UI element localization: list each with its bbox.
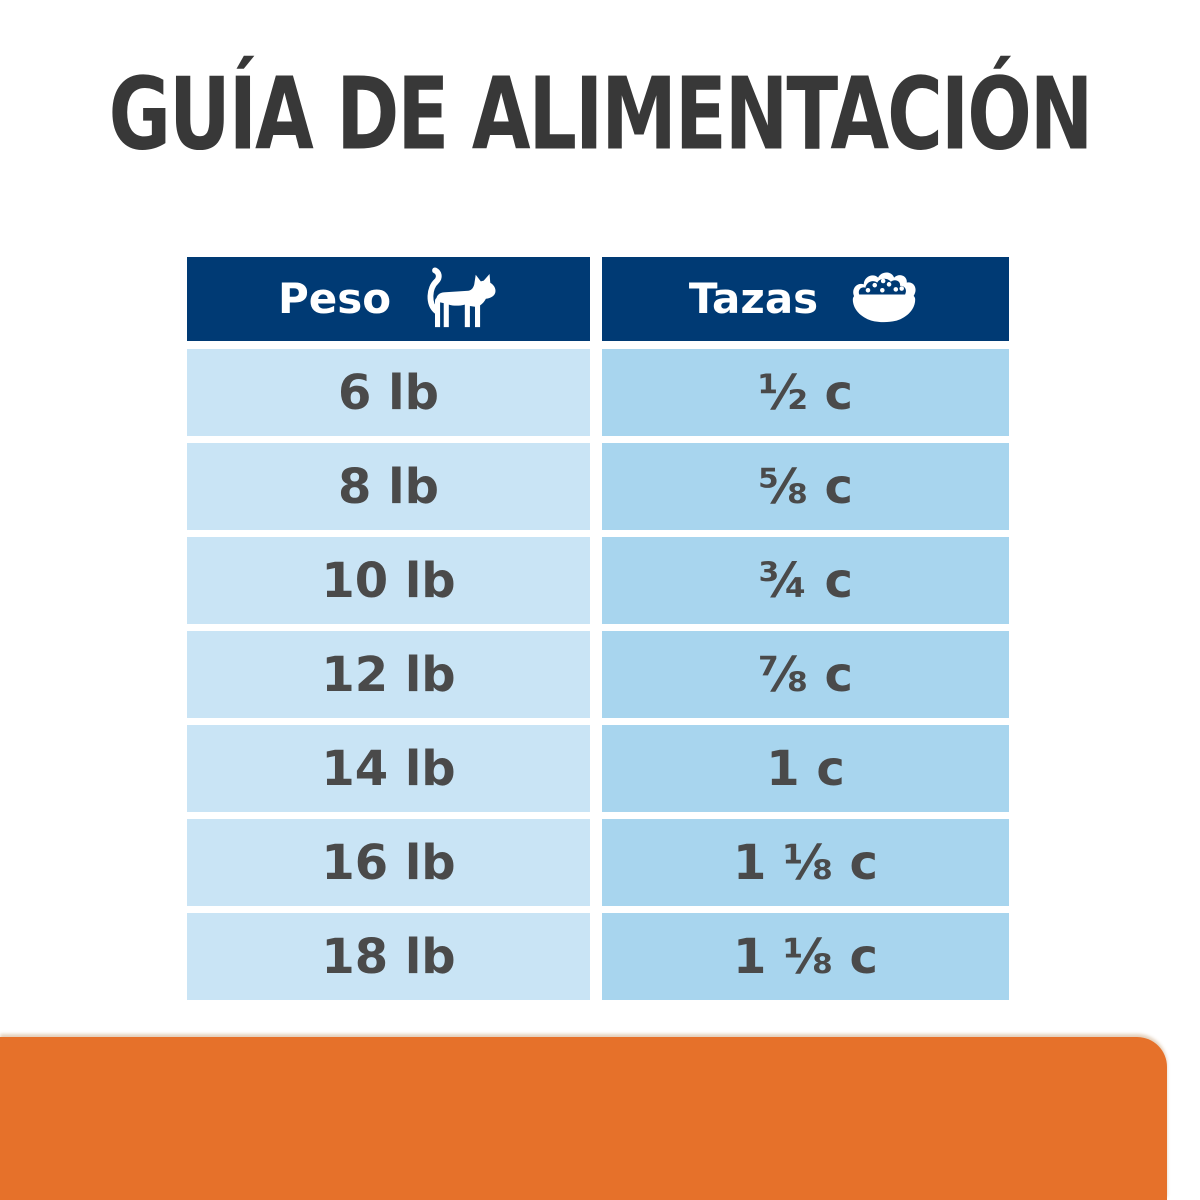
tazas-cell: 1 ⅛ c [602, 913, 1009, 1000]
tazas-cell: 1 c [602, 725, 1009, 812]
table-row: 8 lb ⅝ c [187, 443, 1009, 530]
tazas-cell: 1 ⅛ c [602, 819, 1009, 906]
cat-icon [427, 267, 496, 327]
tazas-cell: ⅞ c [602, 631, 1009, 718]
peso-cell: 14 lb [187, 725, 590, 812]
header-peso-label: Peso [277, 274, 392, 323]
feeding-table: Peso Tazas [187, 257, 1009, 1000]
peso-cell: 8 lb [187, 443, 590, 530]
peso-cell: 10 lb [187, 537, 590, 624]
table-row: 16 lb 1 ⅛ c [187, 819, 1009, 906]
header-tazas-label: Tazas [688, 274, 819, 323]
peso-cell: 12 lb [187, 631, 590, 718]
table-row: 12 lb ⅞ c [187, 631, 1009, 718]
header-peso: Peso [187, 257, 590, 341]
table-row: 14 lb 1 c [187, 725, 1009, 812]
bowl-icon [853, 272, 916, 322]
tazas-cell: ½ c [602, 349, 1009, 436]
tazas-cell: ⅝ c [602, 443, 1009, 530]
tazas-cell: ¾ c [602, 537, 1009, 624]
table-row: 18 lb 1 ⅛ c [187, 913, 1009, 1000]
table-row: 10 lb ¾ c [187, 537, 1009, 624]
table-row: 6 lb ½ c [187, 349, 1009, 436]
page-title: GUÍA DE ALIMENTACIÓN [108, 55, 1094, 173]
header-tazas: Tazas [602, 257, 1009, 341]
accent-band [0, 1037, 1167, 1200]
peso-cell: 6 lb [187, 349, 590, 436]
peso-cell: 16 lb [187, 819, 590, 906]
peso-cell: 18 lb [187, 913, 590, 1000]
table-header-row: Peso Tazas [187, 257, 1009, 341]
